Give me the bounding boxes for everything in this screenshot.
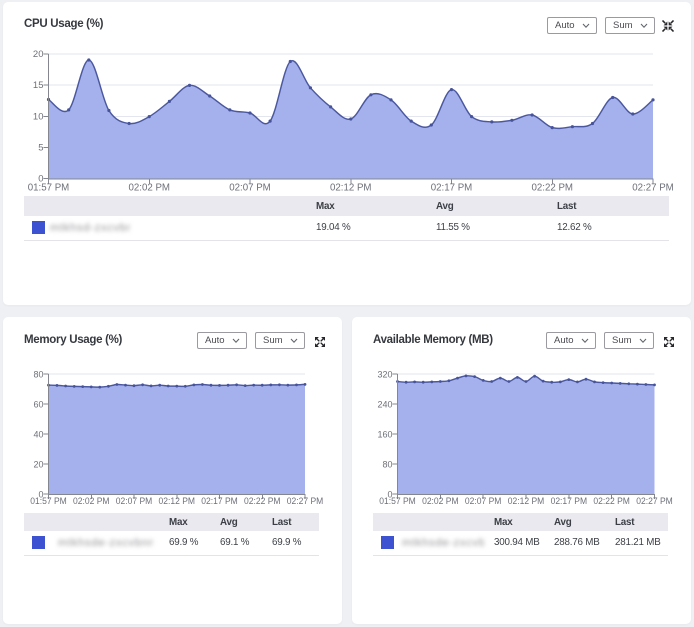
svg-text:5: 5 xyxy=(38,142,43,153)
svg-text:01:57 PM: 01:57 PM xyxy=(28,183,69,194)
svg-text:02:17 PM: 02:17 PM xyxy=(431,183,472,194)
svg-text:60: 60 xyxy=(33,400,43,410)
svg-text:320: 320 xyxy=(377,370,392,380)
svg-text:02:22 PM: 02:22 PM xyxy=(593,496,630,506)
svg-text:02:07 PM: 02:07 PM xyxy=(465,496,502,506)
svg-text:0: 0 xyxy=(38,174,43,185)
svg-text:01:57 PM: 01:57 PM xyxy=(30,496,67,506)
svg-text:02:27 PM: 02:27 PM xyxy=(287,496,324,506)
svg-text:40: 40 xyxy=(33,430,43,440)
svg-text:80: 80 xyxy=(382,460,392,470)
svg-text:02:22 PM: 02:22 PM xyxy=(532,183,573,194)
svg-text:160: 160 xyxy=(377,430,392,440)
svg-text:02:12 PM: 02:12 PM xyxy=(159,496,196,506)
svg-text:20: 20 xyxy=(33,49,44,60)
svg-text:15: 15 xyxy=(33,80,44,91)
svg-text:02:07 PM: 02:07 PM xyxy=(229,183,270,194)
svg-text:01:57 PM: 01:57 PM xyxy=(379,496,416,506)
svg-text:02:02 PM: 02:02 PM xyxy=(129,183,170,194)
svg-text:0: 0 xyxy=(38,490,43,500)
svg-text:240: 240 xyxy=(377,400,392,410)
svg-text:20: 20 xyxy=(33,460,43,470)
svg-text:02:02 PM: 02:02 PM xyxy=(422,496,459,506)
svg-text:80: 80 xyxy=(33,370,43,380)
svg-text:02:27 PM: 02:27 PM xyxy=(632,183,673,194)
svg-text:02:12 PM: 02:12 PM xyxy=(330,183,371,194)
svg-text:02:07 PM: 02:07 PM xyxy=(116,496,153,506)
svg-text:02:27 PM: 02:27 PM xyxy=(636,496,673,506)
svg-text:02:17 PM: 02:17 PM xyxy=(551,496,588,506)
svg-text:02:12 PM: 02:12 PM xyxy=(508,496,545,506)
svg-text:10: 10 xyxy=(33,111,44,122)
svg-text:0: 0 xyxy=(387,490,392,500)
svg-text:02:02 PM: 02:02 PM xyxy=(73,496,110,506)
svg-text:02:22 PM: 02:22 PM xyxy=(244,496,281,506)
svg-text:02:17 PM: 02:17 PM xyxy=(201,496,238,506)
